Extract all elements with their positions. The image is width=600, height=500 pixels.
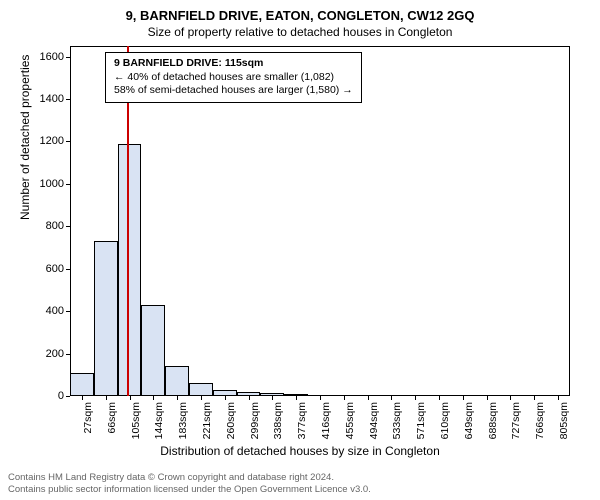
x-axis-label: Distribution of detached houses by size … <box>0 444 600 458</box>
x-tick-label: 299sqm <box>249 402 261 439</box>
x-tick-mark <box>534 396 535 400</box>
x-tick-mark <box>558 396 559 400</box>
x-tick-label: 416sqm <box>320 402 332 439</box>
y-tick-mark <box>66 99 70 100</box>
x-tick-label: 649sqm <box>463 402 475 439</box>
x-tick-mark <box>463 396 464 400</box>
y-tick-label: 1000 <box>40 178 64 190</box>
x-tick-label: 727sqm <box>510 402 522 439</box>
footer-attribution: Contains HM Land Registry data © Crown c… <box>8 472 592 496</box>
x-tick-mark <box>344 396 345 400</box>
x-tick-label: 221sqm <box>201 402 213 439</box>
x-tick-label: 338sqm <box>272 402 284 439</box>
x-tick-label: 805sqm <box>558 402 570 439</box>
x-tick-mark <box>249 396 250 400</box>
y-tick-label: 200 <box>46 348 64 360</box>
x-tick-mark <box>225 396 226 400</box>
histogram-bar <box>70 373 94 396</box>
x-tick-mark <box>368 396 369 400</box>
x-tick-label: 766sqm <box>534 402 546 439</box>
footer-line1: Contains HM Land Registry data © Crown c… <box>8 472 592 484</box>
x-tick-mark <box>106 396 107 400</box>
x-tick-mark <box>272 396 273 400</box>
chart-title: 9, BARNFIELD DRIVE, EATON, CONGLETON, CW… <box>0 0 600 23</box>
x-tick-label: 105sqm <box>130 402 142 439</box>
chart-subtitle: Size of property relative to detached ho… <box>0 23 600 39</box>
x-tick-label: 183sqm <box>177 402 189 439</box>
x-tick-label: 610sqm <box>439 402 451 439</box>
y-tick-mark <box>66 269 70 270</box>
y-tick-label: 400 <box>46 305 64 317</box>
histogram-bar <box>141 305 165 396</box>
x-tick-label: 377sqm <box>296 402 308 439</box>
x-tick-label: 688sqm <box>487 402 499 439</box>
annotation-box: 9 BARNFIELD DRIVE: 115sqm ← 40% of detac… <box>105 52 362 103</box>
x-tick-mark <box>439 396 440 400</box>
x-tick-label: 144sqm <box>153 402 165 439</box>
y-tick-mark <box>66 141 70 142</box>
x-tick-mark <box>177 396 178 400</box>
chart-plot-area: 02004006008001000120014001600 27sqm66sqm… <box>70 46 570 396</box>
y-tick-mark <box>66 57 70 58</box>
x-tick-mark <box>415 396 416 400</box>
y-tick-mark <box>66 354 70 355</box>
x-tick-mark <box>320 396 321 400</box>
x-tick-mark <box>153 396 154 400</box>
x-tick-label: 455sqm <box>344 402 356 439</box>
histogram-bar <box>94 241 118 396</box>
x-tick-mark <box>201 396 202 400</box>
x-tick-label: 260sqm <box>225 402 237 439</box>
annotation-line1: 9 BARNFIELD DRIVE: 115sqm <box>114 57 353 71</box>
x-tick-mark <box>391 396 392 400</box>
histogram-bar <box>260 393 284 396</box>
x-tick-mark <box>510 396 511 400</box>
x-tick-label: 533sqm <box>391 402 403 439</box>
histogram-bar <box>165 366 189 396</box>
x-tick-mark <box>130 396 131 400</box>
y-tick-label: 1600 <box>40 51 64 63</box>
x-tick-mark <box>487 396 488 400</box>
histogram-bar <box>189 383 213 396</box>
y-tick-mark <box>66 226 70 227</box>
x-tick-mark <box>296 396 297 400</box>
annotation-line3: 58% of semi-detached houses are larger (… <box>114 84 353 98</box>
x-tick-label: 571sqm <box>415 402 427 439</box>
y-tick-mark <box>66 396 70 397</box>
y-tick-label: 1200 <box>40 135 64 147</box>
y-tick-label: 800 <box>46 220 64 232</box>
histogram-bar <box>284 394 308 396</box>
x-tick-label: 66sqm <box>106 402 118 434</box>
x-tick-label: 494sqm <box>368 402 380 439</box>
histogram-bar <box>118 144 142 396</box>
x-tick-mark <box>82 396 83 400</box>
x-tick-label: 27sqm <box>82 402 94 434</box>
footer-line2: Contains public sector information licen… <box>8 484 592 496</box>
y-tick-label: 1400 <box>40 93 64 105</box>
y-tick-label: 0 <box>58 390 64 402</box>
y-tick-mark <box>66 311 70 312</box>
y-axis-label: Number of detached properties <box>18 55 32 220</box>
histogram-bar <box>237 392 261 396</box>
histogram-bar <box>213 390 237 396</box>
y-tick-label: 600 <box>46 263 64 275</box>
y-tick-mark <box>66 184 70 185</box>
annotation-line2: ← 40% of detached houses are smaller (1,… <box>114 71 353 85</box>
